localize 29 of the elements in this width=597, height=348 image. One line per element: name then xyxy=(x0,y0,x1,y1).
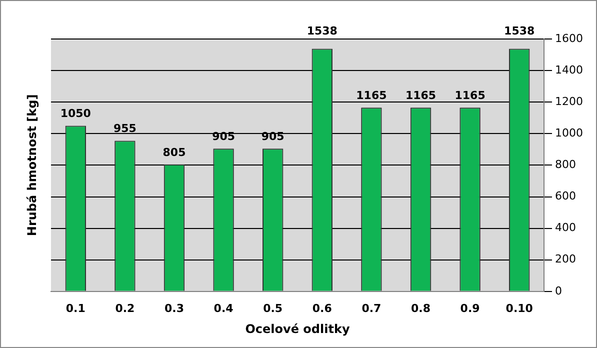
x-axis-title: Ocelové odlitky xyxy=(245,322,350,336)
data-label: 1050 xyxy=(60,107,92,120)
x-tick-label: 0.7 xyxy=(362,302,382,315)
y-tick-label: 1600 xyxy=(555,32,584,45)
y-axis-title: Hrubá hmotnost [kg] xyxy=(25,94,40,236)
y-tick-label: 400 xyxy=(555,221,576,234)
y-tick-label: 1400 xyxy=(555,63,584,76)
x-tick-label: 0.6 xyxy=(312,302,332,315)
x-tick-label: 0.8 xyxy=(411,302,431,315)
x-tick-label: 0.2 xyxy=(115,302,135,315)
data-label: 1165 xyxy=(405,88,436,102)
x-tick-label: 0.3 xyxy=(164,302,184,315)
x-tick-label: 0.1 xyxy=(66,302,86,315)
data-label: 955 xyxy=(113,122,136,136)
y-tick-label: 1200 xyxy=(555,94,584,108)
x-tick-label: 0.9 xyxy=(460,302,480,315)
y-tick-label: 800 xyxy=(555,158,576,172)
x-tick-label: 0.10 xyxy=(506,302,534,315)
data-label: 1165 xyxy=(454,88,486,102)
y-tick-label: 0 xyxy=(555,284,562,298)
data-label: 805 xyxy=(162,146,186,159)
y-tick-label: 1000 xyxy=(555,126,584,140)
data-label: 1538 xyxy=(306,24,338,38)
y-tick-label: 600 xyxy=(555,190,576,203)
x-tick-label: 0.4 xyxy=(214,302,234,315)
data-label: 1165 xyxy=(356,88,387,102)
x-tick-label: 0.5 xyxy=(263,302,283,315)
data-label: 1538 xyxy=(504,24,535,38)
y-tick-label: 200 xyxy=(555,252,576,266)
